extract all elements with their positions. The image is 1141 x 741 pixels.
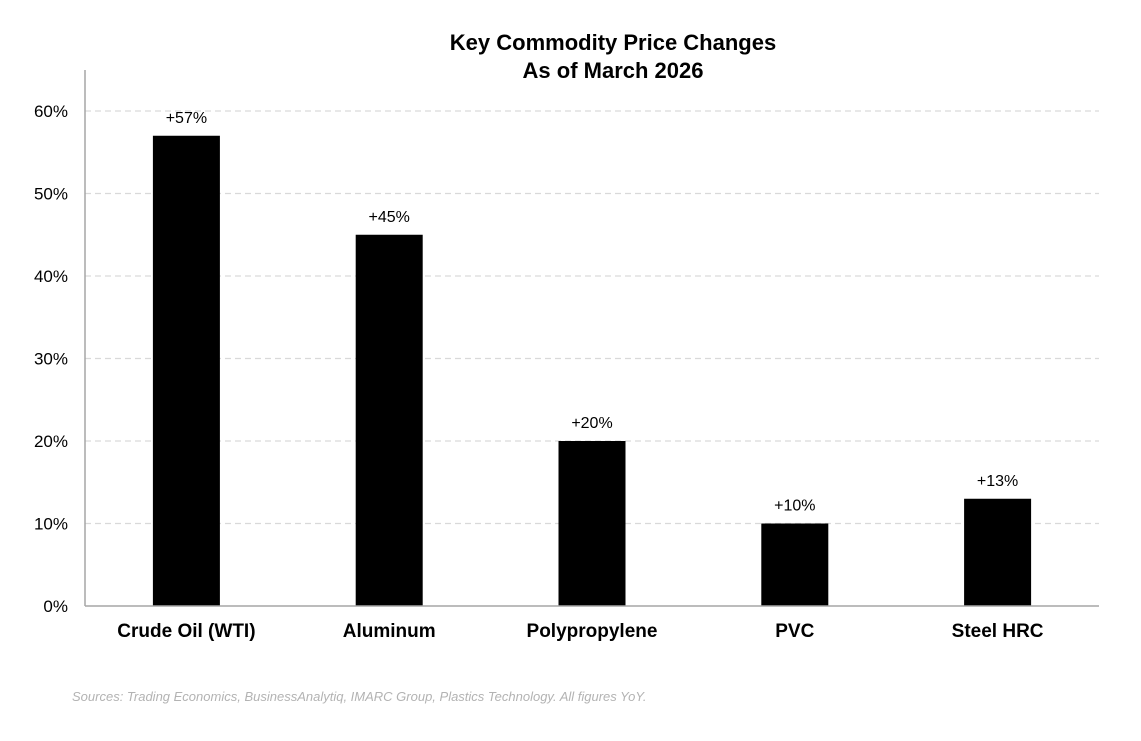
y-tick-label: 20%	[34, 432, 68, 451]
bar	[355, 234, 423, 606]
chart-subtitle: As of March 2026	[523, 58, 704, 83]
y-tick-label: 50%	[34, 185, 68, 204]
bar	[558, 441, 626, 606]
data-label: +20%	[571, 415, 612, 432]
data-label: +45%	[369, 209, 410, 226]
category-label: Polypropylene	[527, 621, 658, 642]
x-axis-categories: Crude Oil (WTI) Aluminum Polypropylene PVC S…	[117, 621, 1044, 642]
y-tick-label: 60%	[34, 102, 68, 121]
data-label: +10%	[774, 498, 815, 515]
bar	[964, 498, 1032, 606]
bar	[761, 523, 829, 606]
category-label: Steel HRC	[952, 621, 1044, 642]
chart-title: Key Commodity Price Changes	[450, 30, 776, 55]
data-label: +57%	[166, 110, 207, 127]
y-tick-label: 0%	[43, 597, 68, 616]
category-label: Aluminum	[343, 621, 436, 642]
data-label: +13%	[977, 473, 1018, 490]
y-tick-label: 40%	[34, 267, 68, 286]
bar	[152, 135, 220, 606]
source-note: Sources: Trading Economics, BusinessAnal…	[72, 689, 647, 704]
bars	[152, 135, 1032, 606]
gridlines	[85, 110, 1099, 525]
y-tick-label: 30%	[34, 350, 68, 369]
category-label: Crude Oil (WTI)	[117, 621, 255, 642]
y-axis-ticks: 0% 10% 20% 30% 40% 50% 60%	[34, 102, 68, 616]
category-label: PVC	[775, 621, 814, 642]
data-labels: +57% +45% +20% +10% +13%	[166, 110, 1019, 515]
y-tick-label: 10%	[34, 515, 68, 534]
